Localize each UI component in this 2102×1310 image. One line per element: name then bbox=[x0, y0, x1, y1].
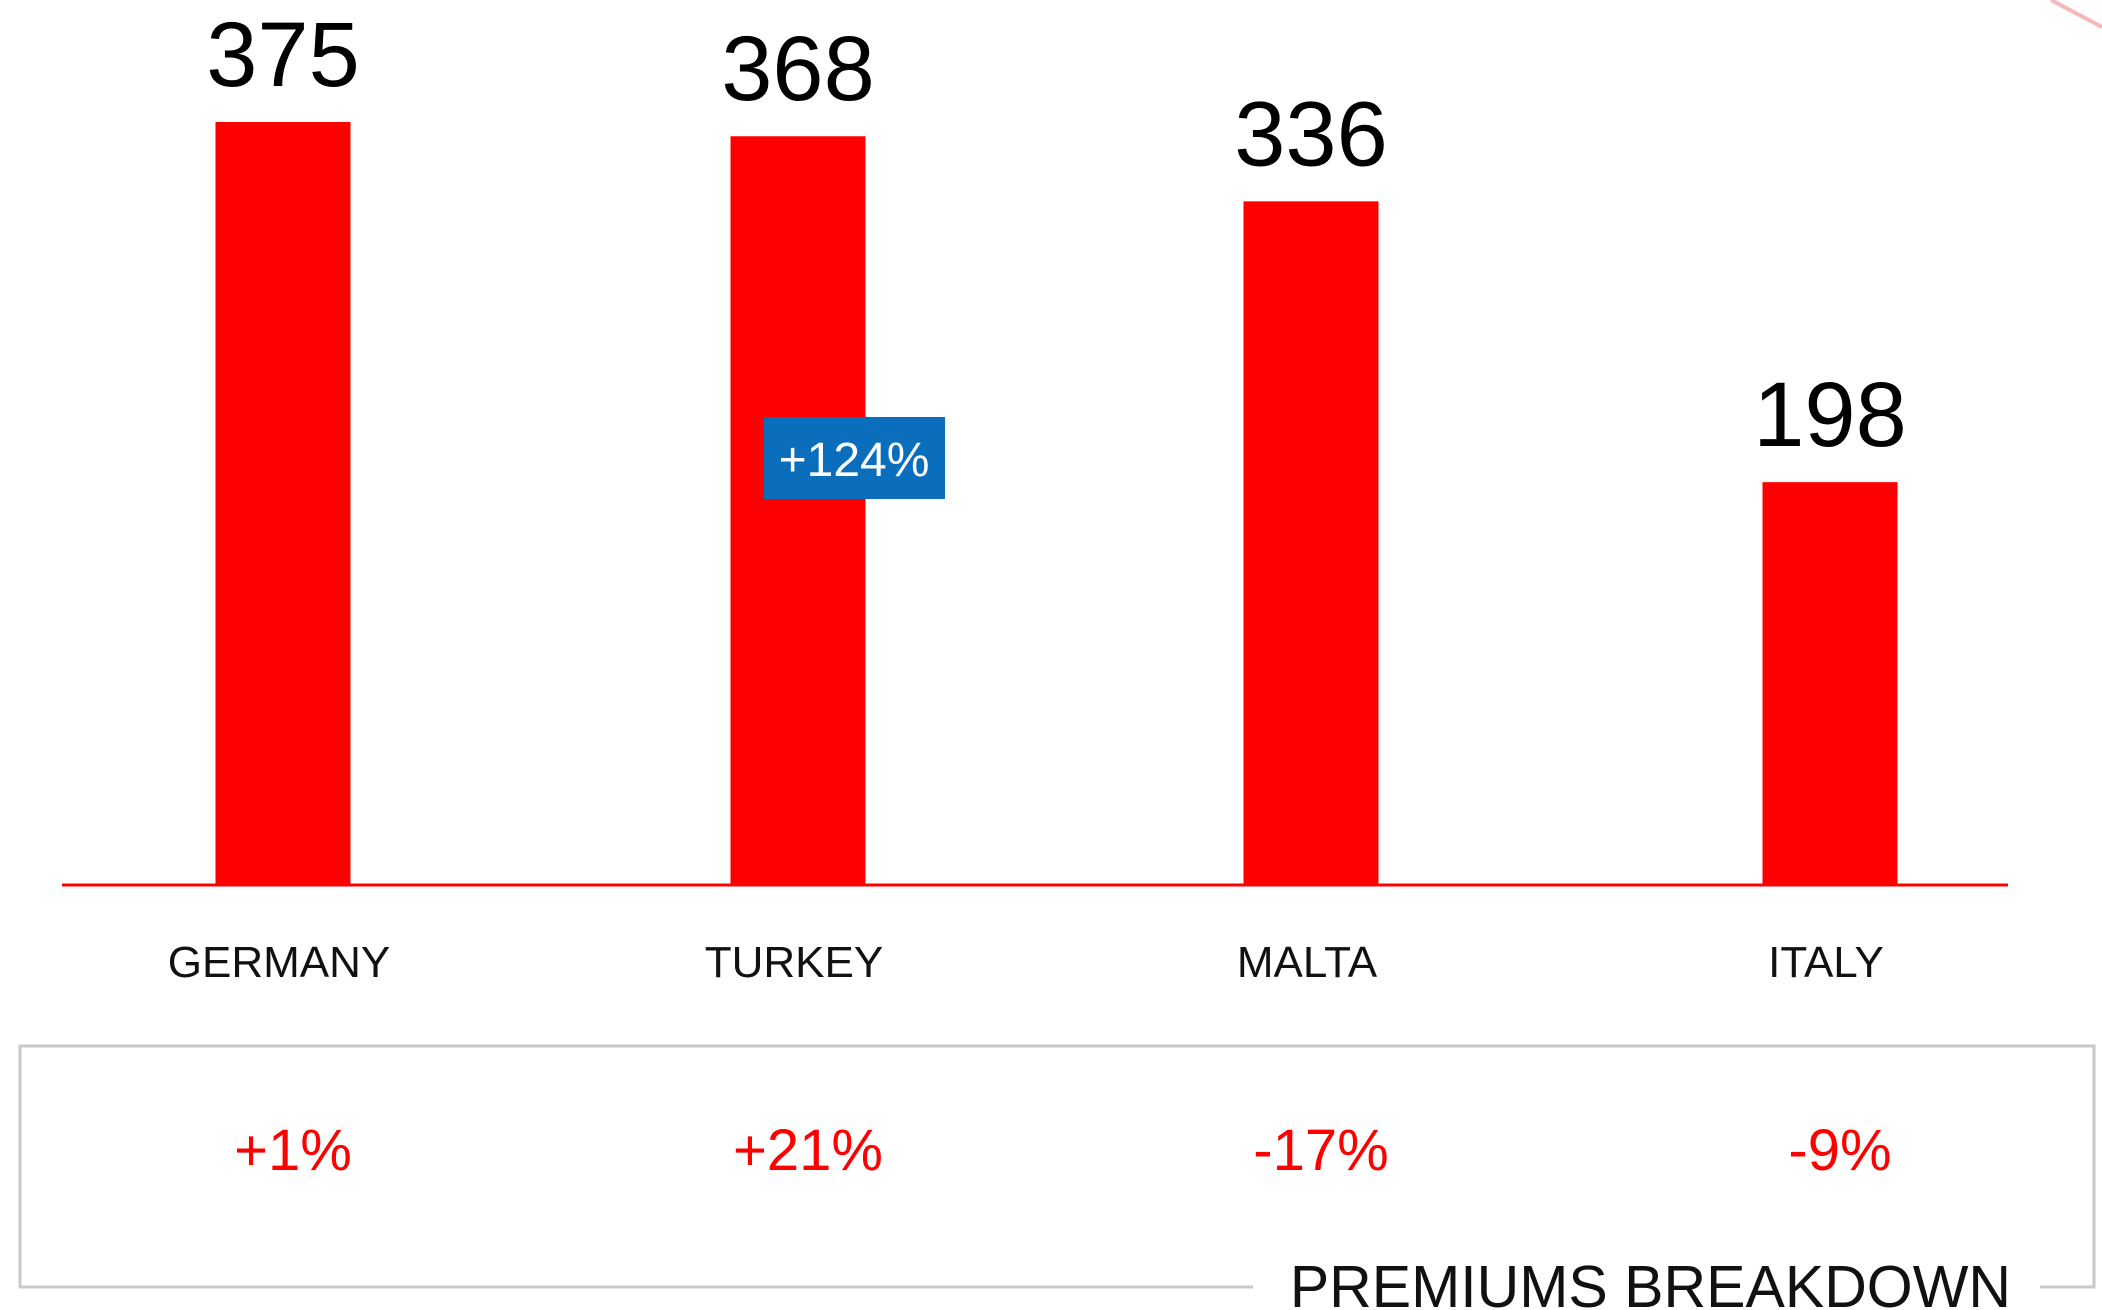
category-label: TURKEY bbox=[705, 938, 883, 987]
category-label: ITALY bbox=[1768, 938, 1884, 987]
value-label: 198 bbox=[1753, 364, 1907, 466]
category-label: MALTA bbox=[1237, 938, 1378, 987]
value-label: 375 bbox=[206, 4, 360, 106]
annotation-box bbox=[764, 417, 945, 499]
breakdown-box bbox=[18, 1044, 2096, 1289]
decoration bbox=[2050, 0, 2102, 29]
change-label: +1% bbox=[234, 1118, 352, 1183]
value-label: 336 bbox=[1234, 83, 1388, 185]
change-label: -9% bbox=[1788, 1118, 1891, 1183]
category-label: GERMANY bbox=[168, 938, 390, 987]
bar bbox=[1762, 482, 1898, 885]
annotation: +124% bbox=[779, 434, 930, 487]
bar bbox=[215, 122, 351, 885]
change-label: -17% bbox=[1253, 1118, 1388, 1183]
value-label: 368 bbox=[721, 18, 875, 120]
bar bbox=[1243, 201, 1379, 886]
bar bbox=[730, 136, 866, 885]
box-label: PREMIUMS BREAKDOWN bbox=[1290, 1254, 2011, 1310]
change-label: +21% bbox=[733, 1118, 883, 1183]
